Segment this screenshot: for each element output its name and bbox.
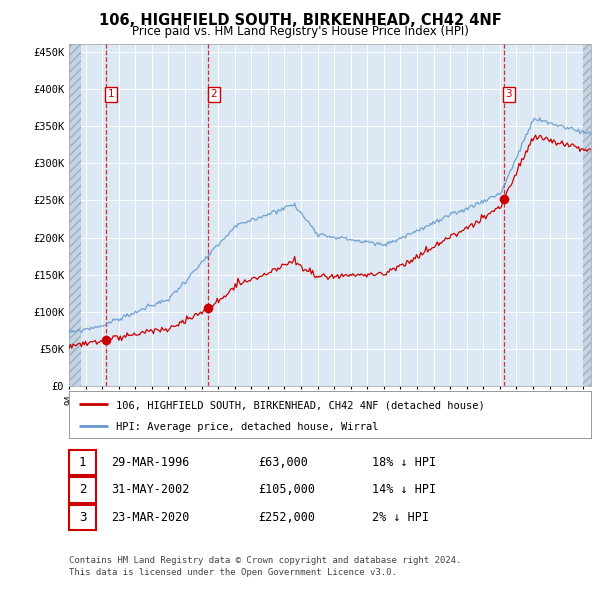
Text: HPI: Average price, detached house, Wirral: HPI: Average price, detached house, Wirr…: [116, 422, 379, 432]
Text: 23-MAR-2020: 23-MAR-2020: [111, 511, 190, 525]
Text: 14% ↓ HPI: 14% ↓ HPI: [372, 483, 436, 497]
Text: 31-MAY-2002: 31-MAY-2002: [111, 483, 190, 497]
Text: 2: 2: [79, 483, 86, 497]
Text: £252,000: £252,000: [258, 511, 315, 525]
Text: 2: 2: [211, 89, 217, 99]
Point: [101, 335, 111, 345]
Text: 3: 3: [505, 89, 512, 99]
Text: 106, HIGHFIELD SOUTH, BIRKENHEAD, CH42 4NF (detached house): 106, HIGHFIELD SOUTH, BIRKENHEAD, CH42 4…: [116, 401, 485, 410]
Bar: [583, 44, 591, 386]
Text: 1: 1: [108, 89, 115, 99]
Text: £63,000: £63,000: [258, 455, 308, 469]
Text: 18% ↓ HPI: 18% ↓ HPI: [372, 455, 436, 469]
Text: 106, HIGHFIELD SOUTH, BIRKENHEAD, CH42 4NF: 106, HIGHFIELD SOUTH, BIRKENHEAD, CH42 4…: [98, 13, 502, 28]
Text: This data is licensed under the Open Government Licence v3.0.: This data is licensed under the Open Gov…: [69, 568, 397, 576]
Text: Price paid vs. HM Land Registry's House Price Index (HPI): Price paid vs. HM Land Registry's House …: [131, 25, 469, 38]
Text: 3: 3: [79, 511, 86, 525]
Text: 1: 1: [79, 455, 86, 469]
Text: 2% ↓ HPI: 2% ↓ HPI: [372, 511, 429, 525]
Text: £105,000: £105,000: [258, 483, 315, 497]
Point: [203, 304, 213, 313]
Text: 29-MAR-1996: 29-MAR-1996: [111, 455, 190, 469]
Bar: [69, 44, 82, 386]
Text: Contains HM Land Registry data © Crown copyright and database right 2024.: Contains HM Land Registry data © Crown c…: [69, 556, 461, 565]
Point: [499, 194, 508, 204]
